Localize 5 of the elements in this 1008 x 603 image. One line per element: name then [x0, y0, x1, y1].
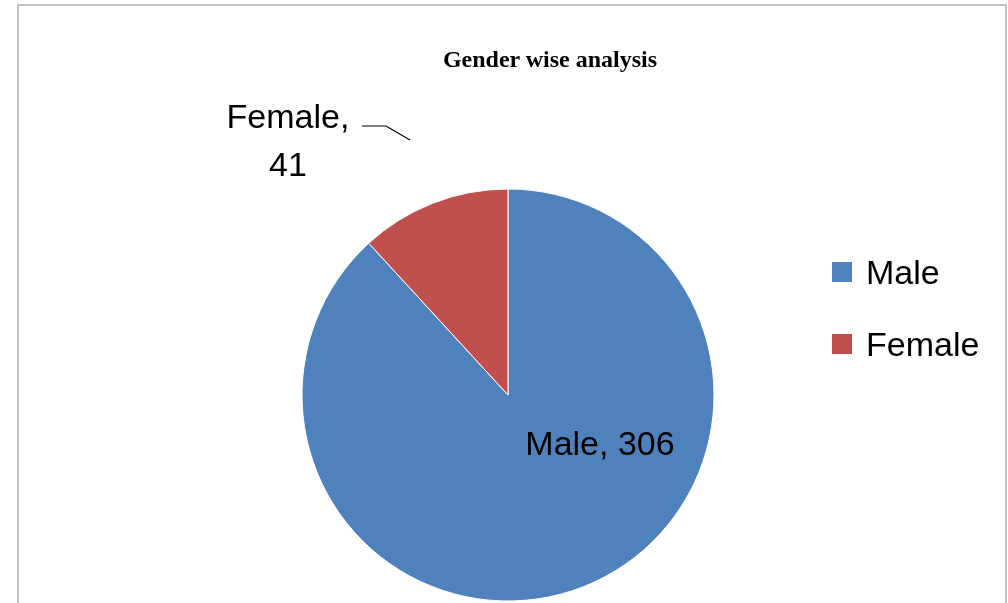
data-label: Female, 41 [226, 97, 350, 183]
data-label: Male, 306 [525, 424, 675, 462]
legend-label: Male [866, 253, 940, 291]
legend-label: Female [866, 325, 980, 363]
chart-title: Gender wise analysis [442, 46, 658, 72]
